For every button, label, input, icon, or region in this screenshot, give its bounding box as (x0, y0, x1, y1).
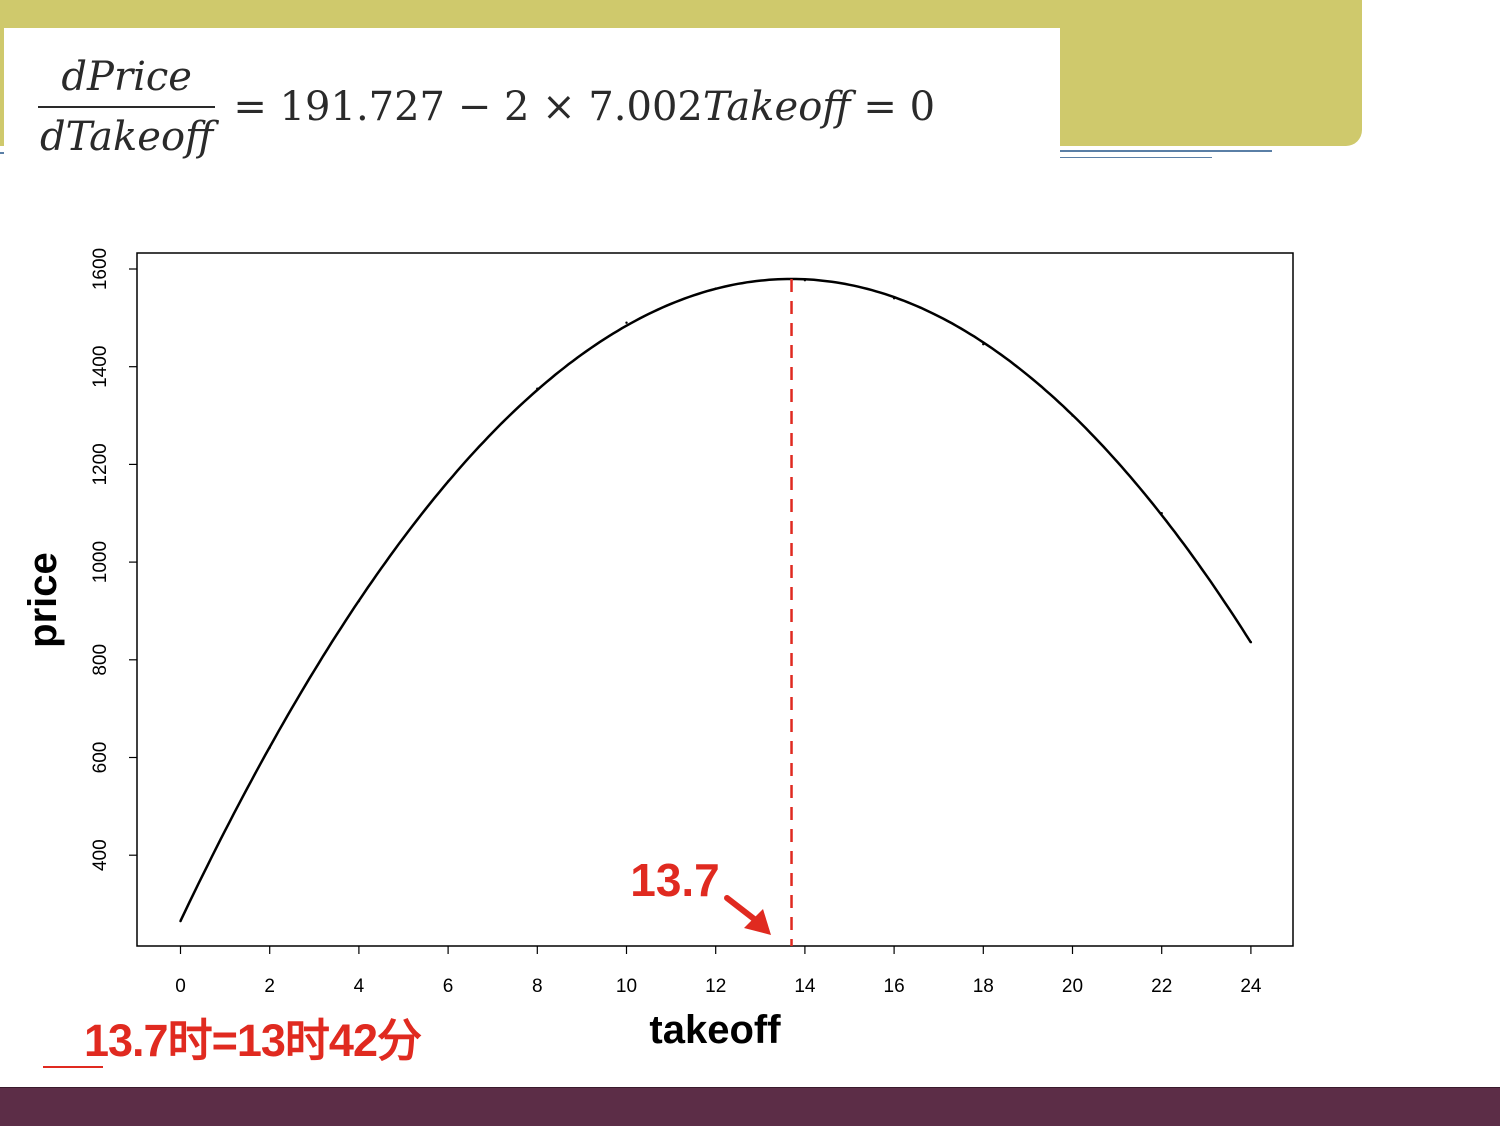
formula-rhs-prefix: = 191.727 − 2 × 7.002 (233, 84, 703, 130)
x-tick-label: 22 (1151, 976, 1172, 997)
y-tick-label: 1400 (90, 346, 111, 388)
curve-point (982, 343, 985, 346)
curve-point (1071, 414, 1074, 417)
curve-point (892, 297, 896, 300)
y-tick-label: 1000 (90, 541, 111, 583)
x-axis-title: takeoff (649, 1008, 781, 1052)
curve-point (803, 279, 807, 282)
y-tick-label: 800 (90, 644, 111, 676)
y-tick-label: 400 (90, 839, 111, 871)
optimum-label: 13.7 (630, 854, 720, 906)
x-tick-label: 0 (175, 976, 186, 997)
curve-point (179, 919, 182, 923)
x-tick-label: 2 (264, 976, 275, 997)
curve-point (714, 287, 717, 290)
formula-denominator: dTakeoff (40, 114, 214, 160)
curve-point (446, 480, 450, 483)
divider-rule (1060, 150, 1272, 152)
y-axis-title: price (21, 552, 65, 648)
x-tick-label: 8 (532, 976, 543, 997)
divider-rule-left (0, 152, 6, 154)
formula-rhs-var: Takeoff (702, 84, 851, 130)
x-tick-label: 20 (1062, 976, 1083, 997)
footer-bar (0, 1087, 1500, 1126)
price-curve (179, 277, 1252, 922)
formula-panel (4, 28, 1060, 234)
x-tick-label: 16 (884, 976, 905, 997)
y-tick-label: 1200 (90, 443, 111, 485)
divider-rule-thin (1060, 157, 1212, 158)
optimum-arrow-shaft (724, 895, 761, 925)
formula-rhs-suffix: = 0 (850, 84, 936, 130)
derivative-formula: dPrice dTakeoff = 191.727 − 2 × 7.002Tak… (38, 52, 935, 162)
curve-point (268, 746, 271, 749)
curve-point (536, 387, 539, 390)
time-conversion-note: 13.7时=13时42分 (84, 1015, 422, 1066)
plot-frame (136, 252, 1294, 947)
y-tick-label: 1600 (90, 248, 111, 290)
x-tick-label: 14 (794, 976, 816, 997)
formula-numerator: dPrice (61, 54, 192, 100)
note-underline (43, 1066, 103, 1068)
curve-point (1249, 641, 1253, 644)
x-tick-label: 18 (973, 976, 994, 997)
curve-point (357, 599, 361, 603)
x-tick-label: 6 (443, 976, 454, 997)
title-banner-corner (1300, 0, 1362, 40)
curve-point (625, 321, 628, 324)
optimum-arrow-head (744, 909, 771, 935)
y-tick-label: 600 (90, 742, 111, 774)
formula-rhs: = 191.727 − 2 × 7.002Takeoff = 0 (233, 84, 935, 130)
x-tick-label: 12 (705, 976, 726, 997)
x-tick-label: 4 (354, 976, 365, 997)
x-tick-label: 24 (1240, 976, 1262, 997)
plot-panel (34, 236, 1306, 1086)
formula-fraction: dPrice dTakeoff (38, 54, 216, 160)
fraction-bar (38, 106, 216, 108)
x-tick-label: 10 (616, 976, 637, 997)
curve-point (1160, 512, 1163, 515)
